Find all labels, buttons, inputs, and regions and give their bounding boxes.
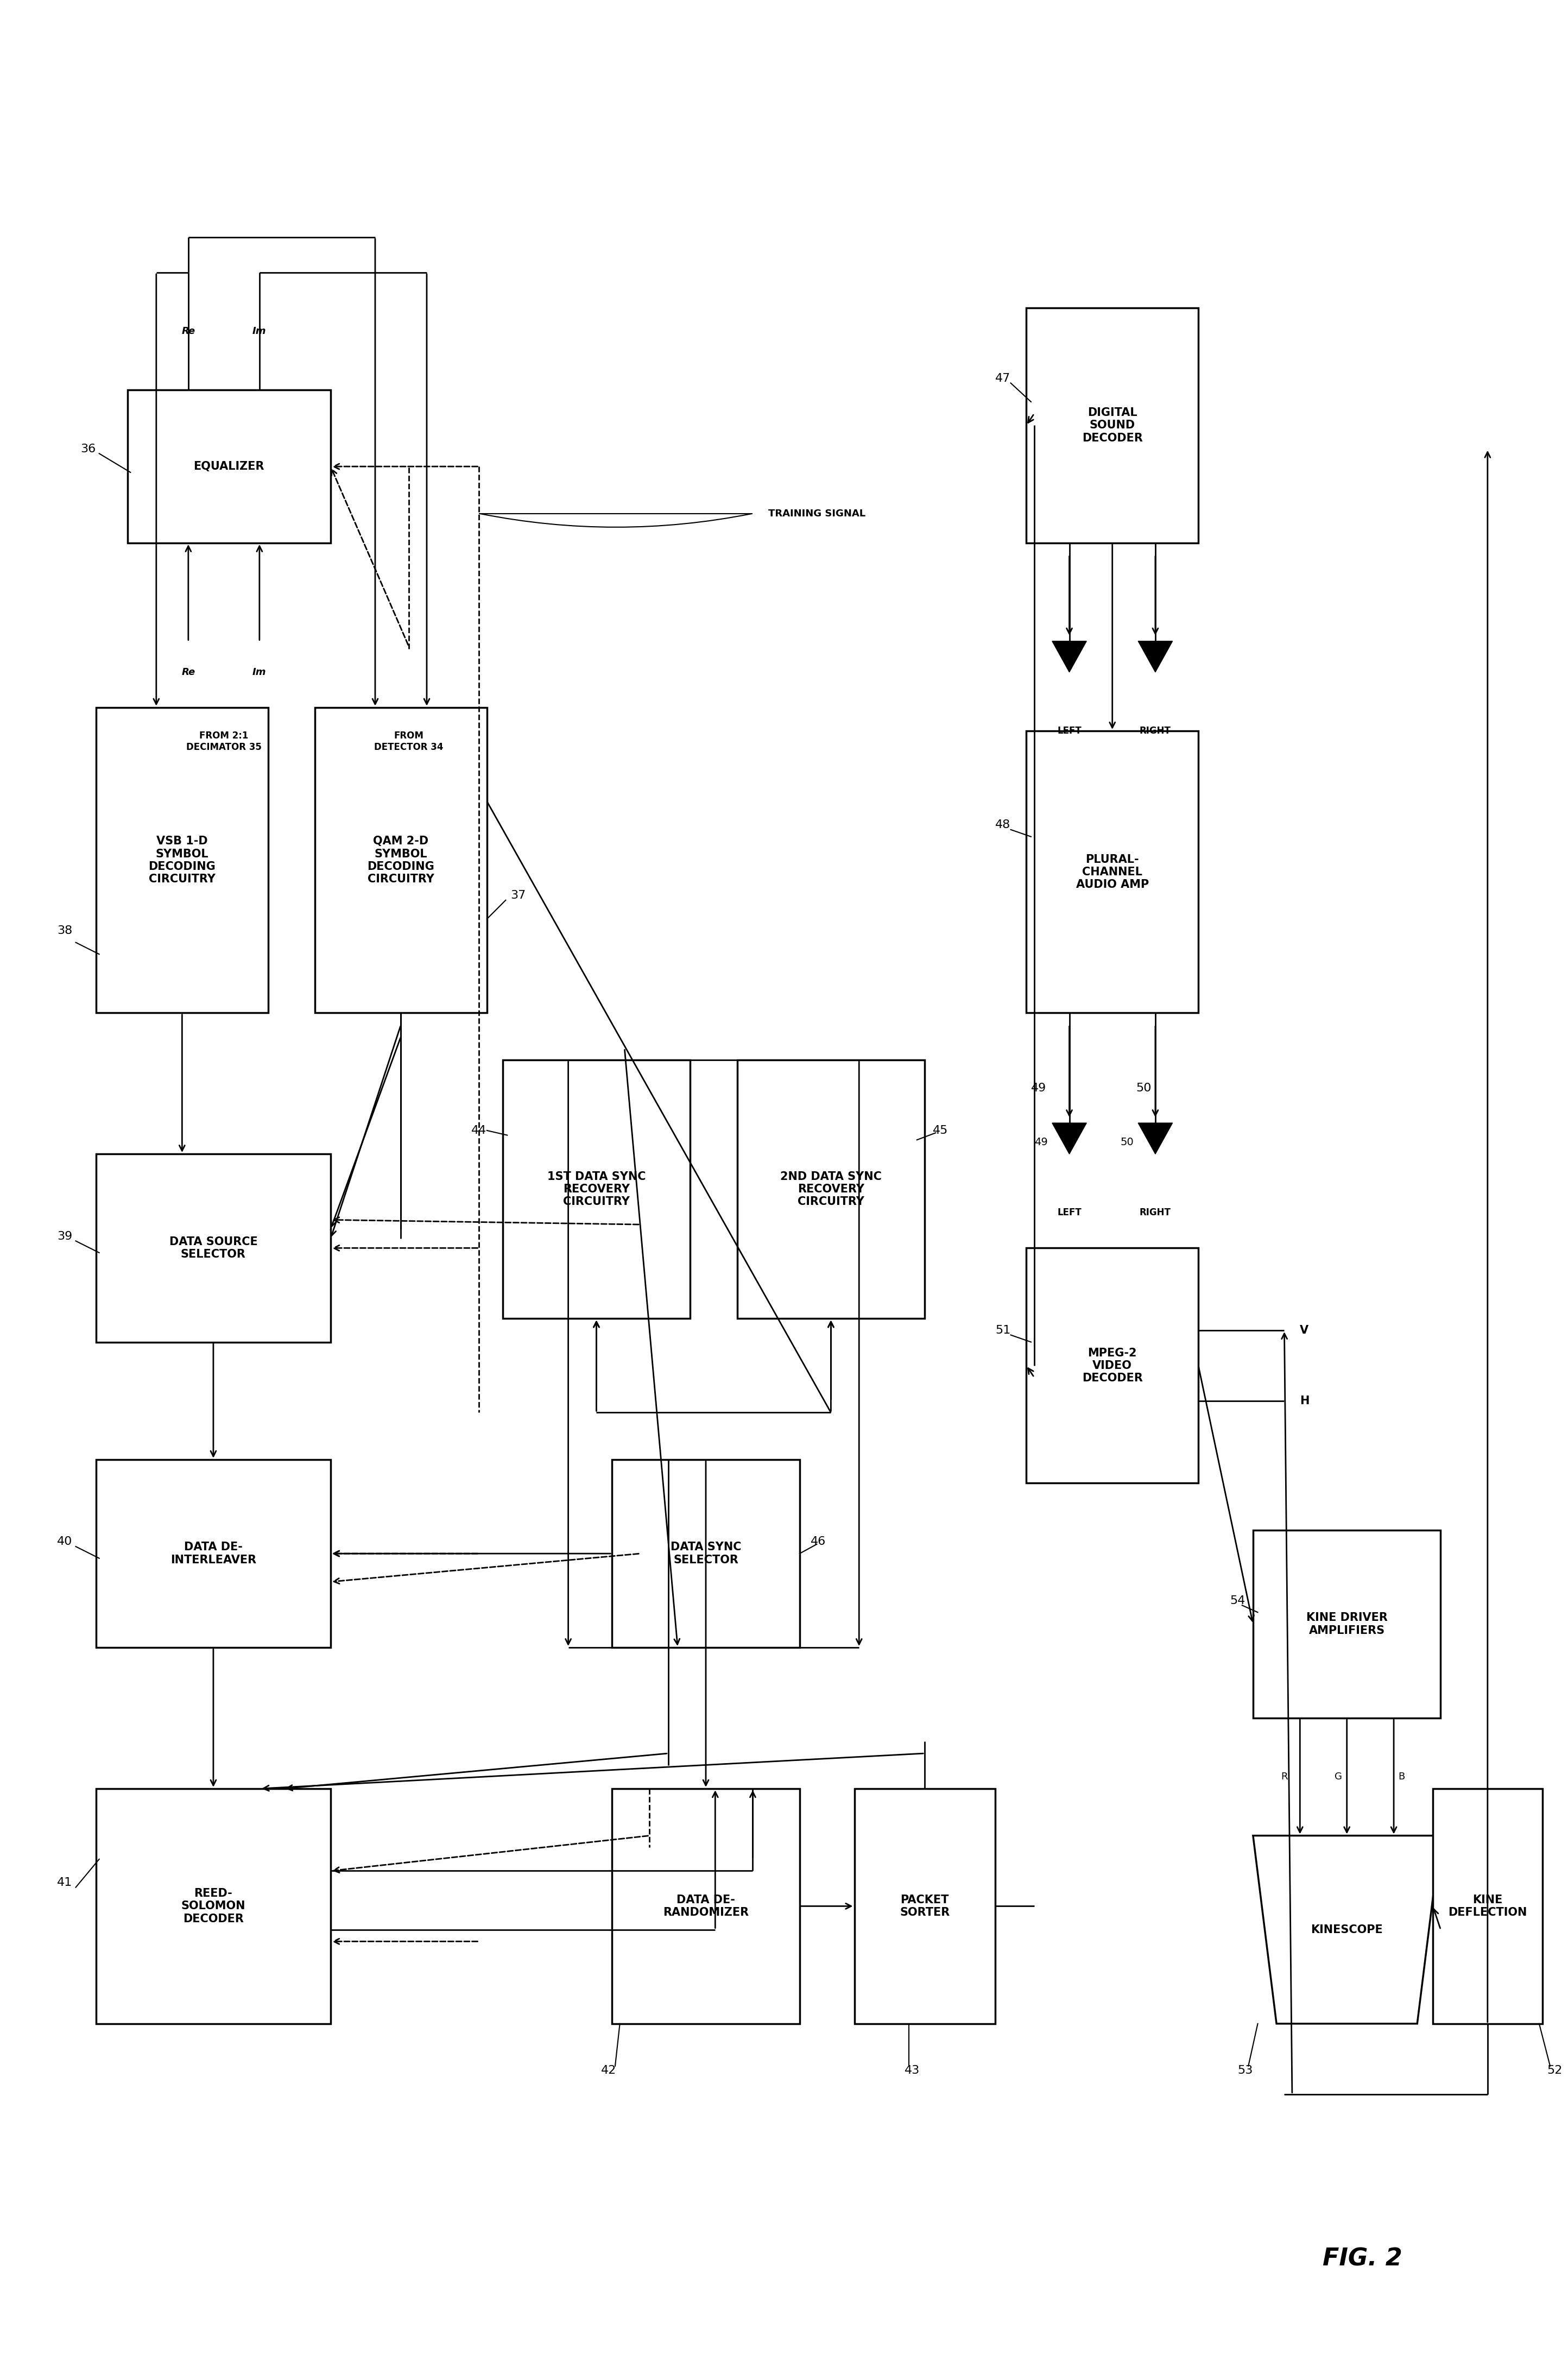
Text: RIGHT: RIGHT (1140, 725, 1171, 735)
Text: FROM 2:1
DECIMATOR 35: FROM 2:1 DECIMATOR 35 (187, 730, 262, 751)
Text: G: G (1334, 1771, 1342, 1783)
Text: 36: 36 (80, 443, 96, 455)
Text: MPEG-2
VIDEO
DECODER: MPEG-2 VIDEO DECODER (1082, 1347, 1143, 1385)
Polygon shape (1138, 1123, 1173, 1154)
Text: 49: 49 (1035, 1137, 1047, 1147)
Text: PACKET
SORTER: PACKET SORTER (900, 1893, 950, 1917)
FancyBboxPatch shape (96, 706, 268, 1013)
FancyBboxPatch shape (127, 391, 331, 544)
Text: 50: 50 (1135, 1083, 1151, 1093)
Polygon shape (1052, 641, 1087, 671)
Text: EQUALIZER: EQUALIZER (193, 462, 265, 471)
Polygon shape (1138, 641, 1173, 671)
FancyBboxPatch shape (96, 1460, 331, 1648)
FancyBboxPatch shape (503, 1060, 690, 1319)
Text: VSB 1-D
SYMBOL
DECODING
CIRCUITRY: VSB 1-D SYMBOL DECODING CIRCUITRY (149, 836, 216, 885)
Text: FROM
DETECTOR 34: FROM DETECTOR 34 (375, 730, 444, 751)
Polygon shape (1253, 1835, 1441, 2023)
FancyBboxPatch shape (612, 1790, 800, 2023)
FancyBboxPatch shape (315, 706, 488, 1013)
FancyBboxPatch shape (1027, 309, 1198, 544)
FancyBboxPatch shape (737, 1060, 925, 1319)
Text: 45: 45 (933, 1126, 949, 1135)
Text: B: B (1399, 1771, 1405, 1783)
Text: DATA SOURCE
SELECTOR: DATA SOURCE SELECTOR (169, 1236, 257, 1260)
Text: KINESCOPE: KINESCOPE (1311, 1924, 1383, 1936)
Text: 43: 43 (905, 2065, 920, 2077)
Text: Re: Re (182, 327, 194, 337)
Text: LEFT: LEFT (1057, 725, 1082, 735)
Text: 54: 54 (1229, 1594, 1245, 1606)
Text: PLURAL-
CHANNEL
AUDIO AMP: PLURAL- CHANNEL AUDIO AMP (1076, 855, 1149, 890)
Text: 1ST DATA SYNC
RECOVERY
CIRCUITRY: 1ST DATA SYNC RECOVERY CIRCUITRY (547, 1170, 646, 1208)
Text: Re: Re (182, 666, 194, 676)
Text: 53: 53 (1237, 2065, 1253, 2077)
Polygon shape (1052, 1123, 1087, 1154)
Text: V: V (1300, 1326, 1309, 1335)
Text: KINE DRIVER
AMPLIFIERS: KINE DRIVER AMPLIFIERS (1306, 1613, 1388, 1637)
Text: 40: 40 (56, 1535, 72, 1547)
Text: 52: 52 (1548, 2065, 1562, 2077)
Text: FIG. 2: FIG. 2 (1323, 2247, 1402, 2270)
Text: LEFT: LEFT (1057, 1208, 1082, 1218)
Text: TRAINING SIGNAL: TRAINING SIGNAL (768, 509, 866, 518)
Text: 51: 51 (996, 1326, 1011, 1335)
Text: DATA SYNC
SELECTOR: DATA SYNC SELECTOR (671, 1543, 742, 1566)
FancyBboxPatch shape (96, 1154, 331, 1342)
Text: 44: 44 (472, 1126, 486, 1135)
FancyBboxPatch shape (1027, 1248, 1198, 1484)
Text: RIGHT: RIGHT (1140, 1208, 1171, 1218)
Text: 50: 50 (1121, 1137, 1134, 1147)
FancyBboxPatch shape (612, 1460, 800, 1648)
Text: 47: 47 (996, 372, 1010, 384)
Text: QAM 2-D
SYMBOL
DECODING
CIRCUITRY: QAM 2-D SYMBOL DECODING CIRCUITRY (367, 836, 434, 885)
FancyBboxPatch shape (1433, 1790, 1543, 2023)
Text: 2ND DATA SYNC
RECOVERY
CIRCUITRY: 2ND DATA SYNC RECOVERY CIRCUITRY (781, 1170, 881, 1208)
Text: 42: 42 (601, 2065, 616, 2077)
Text: R: R (1281, 1771, 1287, 1783)
Text: 39: 39 (56, 1232, 72, 1241)
FancyBboxPatch shape (96, 1790, 331, 2023)
Text: DATA DE-
INTERLEAVER: DATA DE- INTERLEAVER (171, 1543, 256, 1566)
Text: KINE
DEFLECTION: KINE DEFLECTION (1449, 1893, 1527, 1917)
Text: 37: 37 (511, 890, 525, 902)
Text: 48: 48 (996, 820, 1010, 831)
FancyBboxPatch shape (855, 1790, 996, 2023)
Text: DIGITAL
SOUND
DECODER: DIGITAL SOUND DECODER (1082, 407, 1143, 443)
Text: DATA DE-
RANDOMIZER: DATA DE- RANDOMIZER (663, 1893, 750, 1917)
Text: Im: Im (252, 327, 267, 337)
Text: Im: Im (252, 666, 267, 676)
Text: 41: 41 (56, 1877, 72, 1889)
Text: H: H (1300, 1397, 1309, 1406)
Text: REED-
SOLOMON
DECODER: REED- SOLOMON DECODER (182, 1889, 246, 1924)
FancyBboxPatch shape (1253, 1531, 1441, 1719)
Text: 49: 49 (1032, 1083, 1046, 1093)
Text: 38: 38 (56, 926, 72, 937)
Text: 46: 46 (811, 1535, 826, 1547)
FancyBboxPatch shape (1027, 730, 1198, 1013)
